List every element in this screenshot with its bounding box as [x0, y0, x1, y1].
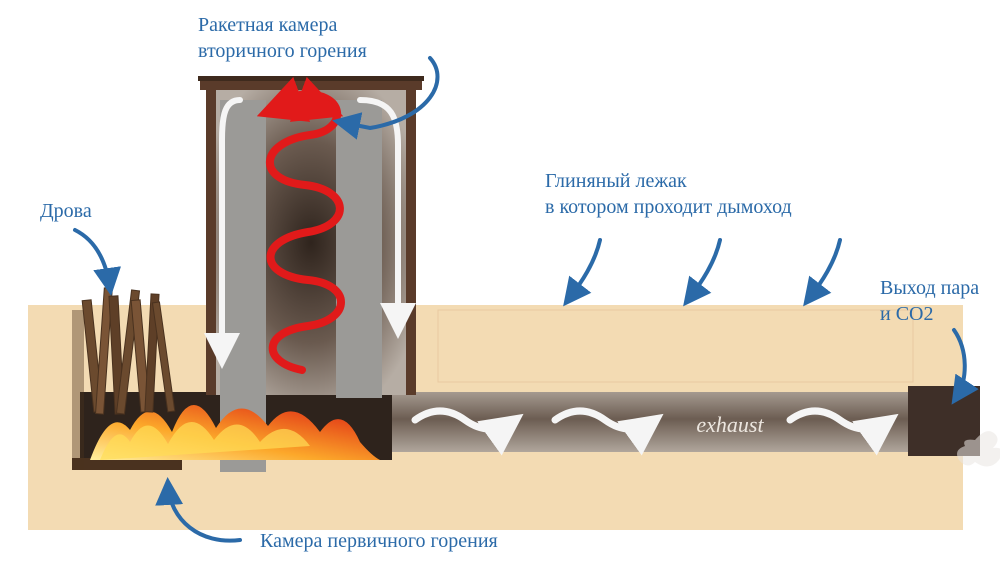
label-steam-exit: Выход пара и CO2: [880, 275, 979, 327]
label-line: вторичного горения: [198, 40, 367, 62]
firebox-left-wall: [72, 310, 84, 470]
label-primary-chamber: Камера первичного горения: [260, 528, 498, 554]
label-wood: Дрова: [40, 198, 92, 224]
label-line: Глиняный лежак: [545, 170, 687, 192]
label-line: Камера первичного горения: [260, 530, 498, 552]
label-line: Ракетная камера: [198, 14, 337, 36]
clay-bench: [438, 310, 913, 382]
exhaust-word: exhaust: [696, 412, 764, 437]
label-line: Дрова: [40, 200, 92, 222]
rocket-stove-diagram: exhaust: [0, 0, 1000, 570]
label-clay-bench: Глиняный лежак в котором проходит дымохо…: [545, 168, 792, 220]
label-rocket-chamber: Ракетная камера вторичного горения: [198, 12, 367, 64]
riser-right: [336, 100, 382, 398]
label-line: и CO2: [880, 303, 934, 325]
label-line: Выход пара: [880, 277, 979, 299]
label-line: в котором проходит дымоход: [545, 196, 792, 218]
